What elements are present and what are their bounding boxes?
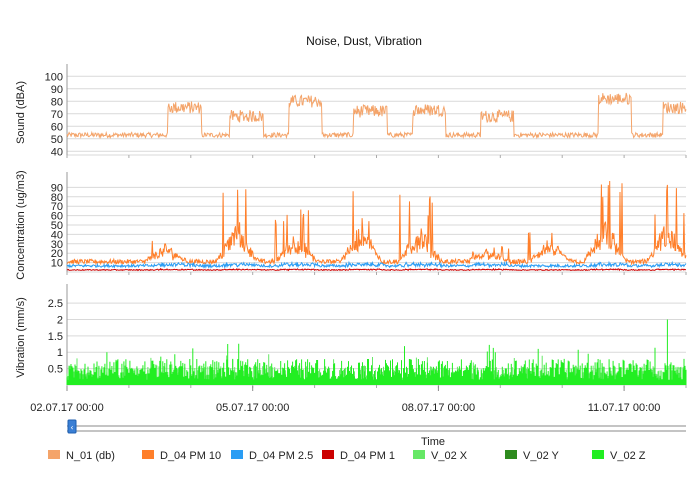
legend-swatch <box>413 450 425 459</box>
legend-swatch <box>505 450 517 459</box>
legend-item: V_02 Z <box>592 450 646 462</box>
x-tick-label: 08.07.17 00:00 <box>402 402 475 414</box>
x-axis-ticks: 02.07.17 00:00 05.07.17 00:00 08.07.17 00:… <box>30 386 660 414</box>
y-tick-label: 0.5 <box>48 364 63 376</box>
y-tick-label: 90 <box>51 84 63 96</box>
y-tick-label: 80 <box>51 96 63 108</box>
y-tick-label: 60 <box>51 121 63 133</box>
series-n-01-db- <box>66 92 687 140</box>
y-tick-label: 60 <box>51 211 63 223</box>
y-tick-label: 2 <box>57 314 63 326</box>
series-d-04-pm-1 <box>66 267 687 272</box>
y-tick-label: 50 <box>51 134 63 146</box>
x-tick-label: 05.07.17 00:00 <box>216 402 289 414</box>
legend-swatch <box>322 450 334 459</box>
y-tick-label: 1 <box>57 347 63 359</box>
y-tick-label: 70 <box>51 201 63 213</box>
y-tick-label: 20 <box>51 248 63 260</box>
legend-item: D_04 PM 10 <box>142 450 221 462</box>
legend-swatch <box>592 450 604 459</box>
legend-label: V_02 Y <box>523 450 560 462</box>
legend-item: D_04 PM 1 <box>322 450 395 462</box>
y-tick-label: 40 <box>51 229 63 241</box>
x-tick-label: 02.07.17 00:00 <box>30 402 103 414</box>
y-tick-label: 30 <box>51 239 63 251</box>
legend-label: N_01 (db) <box>66 450 115 462</box>
legend: N_01 (db) D_04 PM 10 D_04 PM 2.5 D_04 PM 1 V… <box>48 450 646 462</box>
y-axis-title: Sound (dBA) <box>15 81 27 144</box>
legend-swatch <box>48 450 60 459</box>
vibration-panel: 0.5 1 1.5 2 2.5 Vibration (mm/s) <box>15 284 687 388</box>
legend-label: V_02 Z <box>610 450 646 462</box>
legend-item: N_01 (db) <box>48 450 115 462</box>
series-v-02-z <box>66 319 687 385</box>
y-tick-label: 90 <box>51 182 63 194</box>
legend-label: D_04 PM 10 <box>160 450 221 462</box>
legend-item: V_02 Y <box>505 450 560 462</box>
legend-label: D_04 PM 2.5 <box>249 450 313 462</box>
chevron-left-icon: ‹ <box>70 423 73 432</box>
y-tick-label: 2.5 <box>48 298 63 310</box>
time-scrollbar[interactable]: ‹ <box>67 419 686 434</box>
y-tick-label: 50 <box>51 220 63 232</box>
legend-swatch <box>142 450 154 459</box>
y-tick-label: 100 <box>45 71 63 83</box>
chart-title: Noise, Dust, Vibration <box>306 34 422 48</box>
legend-item: D_04 PM 2.5 <box>231 450 313 462</box>
series-d-04-pm-10 <box>66 180 687 266</box>
x-tick-label: 11.07.17 00:00 <box>588 402 661 414</box>
y-axis-title: Concentration (ug/m3) <box>15 170 27 279</box>
y-tick-label: 80 <box>51 192 63 204</box>
series-d-04-pm-2-5 <box>66 260 687 269</box>
scrollbar-handle[interactable] <box>67 419 77 434</box>
x-axis-title: Time <box>421 436 445 448</box>
y-tick-label: 1.5 <box>48 331 63 343</box>
legend-label: D_04 PM 1 <box>340 450 395 462</box>
y-tick-label: 40 <box>51 146 63 158</box>
legend-label: V_02 X <box>431 450 468 462</box>
y-tick-label: 70 <box>51 109 63 121</box>
y-tick-label: 10 <box>51 258 63 270</box>
legend-swatch <box>231 450 243 459</box>
legend-item: V_02 X <box>413 450 468 462</box>
y-axis-title: Vibration (mm/s) <box>15 297 27 377</box>
